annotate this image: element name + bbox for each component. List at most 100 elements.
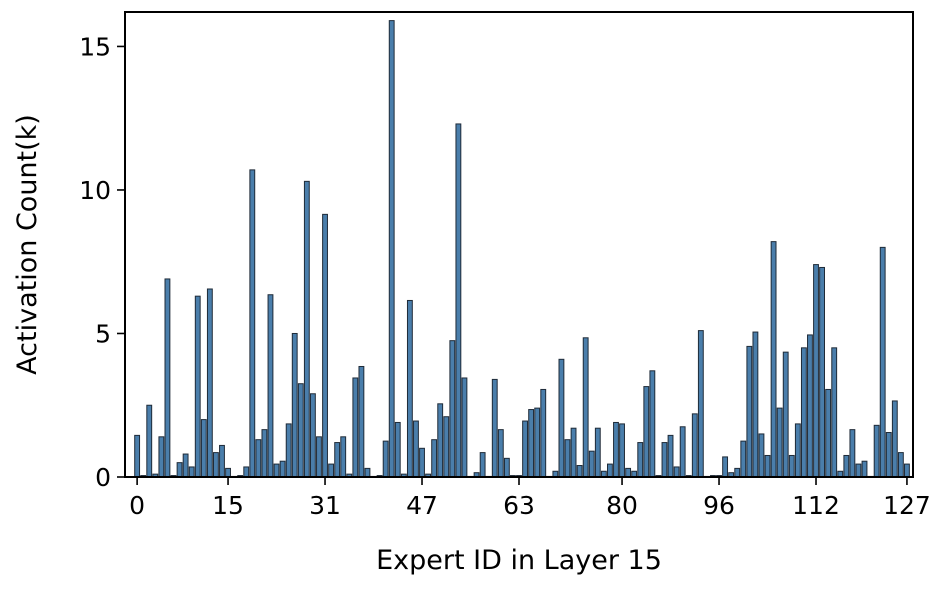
- bar-expert-92: [691, 413, 698, 478]
- x-axis-title: Expert ID in Layer 15: [376, 545, 662, 576]
- bar-expert-2: [146, 404, 153, 478]
- y-tick-label: 10: [79, 176, 111, 205]
- x-tick-label: 31: [309, 491, 341, 520]
- bar-expert-66: [534, 407, 541, 478]
- bar-expert-27: [297, 383, 304, 478]
- bar-expert-18: [243, 466, 250, 478]
- bar-expert-38: [364, 467, 371, 478]
- bar-expert-30: [316, 436, 322, 478]
- bar-expert-20: [255, 439, 262, 478]
- y-axis-title: Activation Count(k): [12, 114, 43, 375]
- bar-expert-36: [352, 377, 359, 478]
- bar-expert-112: [813, 264, 819, 478]
- y-tick-label: 5: [95, 319, 111, 348]
- bar-expert-41: [382, 440, 389, 478]
- x-tick-label: 47: [406, 491, 438, 520]
- bar-expert-15: [225, 467, 231, 478]
- bar-expert-100: [740, 440, 747, 478]
- bar-expert-110: [800, 347, 807, 478]
- bar-expert-65: [528, 409, 535, 478]
- bar-expert-53: [455, 123, 462, 478]
- bar-expert-89: [673, 466, 680, 478]
- bar-expert-37: [358, 365, 365, 478]
- bar-expert-28: [303, 180, 310, 478]
- bar-expert-9: [188, 466, 195, 478]
- bar-expert-67: [540, 388, 547, 478]
- bar-expert-115: [831, 347, 838, 478]
- bar-expert-117: [843, 454, 850, 478]
- bar-expert-4: [158, 436, 165, 478]
- bar-expert-12: [206, 288, 213, 478]
- bar-expert-61: [503, 457, 510, 478]
- bar-expert-109: [794, 423, 801, 478]
- bar-expert-10: [194, 295, 201, 478]
- bar-expert-7: [176, 462, 183, 478]
- bar-expert-49: [431, 439, 438, 478]
- bar-expert-13: [213, 452, 219, 478]
- x-tick-label: 15: [212, 491, 244, 520]
- bar-expert-22: [267, 294, 274, 478]
- bar-expert-51: [443, 416, 450, 478]
- y-tick-label: 0: [95, 463, 111, 492]
- bar-expert-60: [497, 429, 504, 478]
- bar-expert-126: [897, 452, 904, 478]
- bar-expert-70: [558, 358, 565, 478]
- bar-expert-54: [461, 377, 468, 478]
- bar-expert-127: [904, 463, 910, 478]
- bar-expert-21: [261, 429, 268, 478]
- bar-expert-104: [764, 454, 771, 478]
- bar-expert-81: [625, 467, 632, 478]
- bar-expert-119: [855, 463, 862, 478]
- bar-expert-72: [570, 427, 577, 478]
- bar-expert-118: [849, 429, 856, 478]
- bar-expert-79: [613, 421, 619, 478]
- bar-expert-93: [697, 330, 704, 478]
- bar-expert-47: [419, 447, 425, 478]
- bar-expert-29: [309, 393, 316, 478]
- bar-expert-74: [582, 337, 589, 478]
- bar-expert-8: [182, 453, 189, 478]
- bar-expert-46: [413, 420, 419, 478]
- bar-expert-52: [449, 340, 456, 478]
- bar-expert-80: [619, 423, 625, 478]
- bar-expert-88: [667, 434, 674, 478]
- x-tick-label: 0: [129, 491, 145, 520]
- bar-expert-34: [340, 436, 347, 478]
- bar-expert-11: [200, 419, 207, 478]
- bar-expert-125: [891, 400, 898, 478]
- bar-expert-57: [479, 452, 486, 478]
- plot-frame: [124, 11, 914, 478]
- bar-expert-97: [722, 456, 729, 478]
- bar-expert-23: [273, 463, 280, 478]
- bar-expert-32: [328, 463, 335, 478]
- bar-expert-76: [594, 427, 601, 478]
- x-tick-label: 63: [503, 491, 535, 520]
- ticks-layer: 0 15 31 47 63 80 96 112 127 0 5 10 15: [79, 32, 931, 520]
- bar-expert-25: [285, 423, 292, 478]
- bar-expert-71: [564, 439, 571, 478]
- bar-expert-43: [394, 421, 401, 478]
- bar-expert-0: [134, 434, 141, 478]
- bar-expert-42: [388, 20, 395, 478]
- bar-expert-123: [879, 246, 886, 478]
- bar-expert-19: [249, 169, 256, 478]
- y-tick-label: 15: [79, 32, 111, 61]
- x-tick-label: 127: [883, 491, 931, 520]
- bar-expert-85: [649, 370, 656, 478]
- bar-expert-114: [825, 388, 832, 478]
- bar-expert-99: [734, 467, 741, 478]
- bar-expert-31: [322, 213, 328, 478]
- bar-expert-75: [588, 450, 595, 478]
- x-tick-label: 96: [703, 491, 735, 520]
- bar-expert-83: [637, 442, 644, 478]
- bar-expert-87: [661, 442, 668, 478]
- bar-expert-103: [758, 433, 765, 478]
- x-tick-label: 112: [792, 491, 840, 520]
- bar-expert-26: [291, 332, 298, 478]
- bar-expert-59: [491, 378, 498, 478]
- bar-expert-122: [873, 424, 880, 478]
- bar-expert-14: [219, 444, 225, 478]
- bar-expert-102: [752, 331, 759, 478]
- bars-layer: [134, 20, 910, 478]
